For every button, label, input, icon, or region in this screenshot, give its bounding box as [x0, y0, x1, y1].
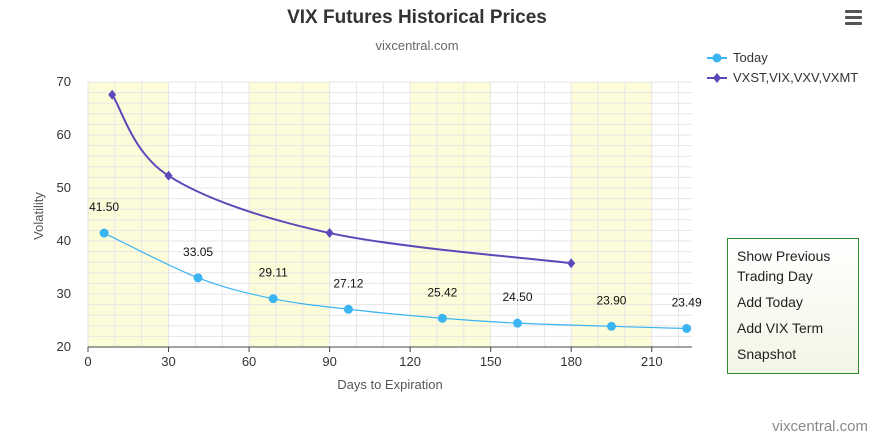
series-point: [164, 170, 173, 181]
data-label: 24.50: [502, 290, 532, 304]
series-point: [513, 318, 523, 328]
data-label: 41.50: [89, 200, 119, 214]
add-today-button[interactable]: Add Today: [737, 294, 803, 310]
menu-icon[interactable]: [838, 4, 868, 30]
data-label: 23.90: [596, 293, 626, 307]
series-point: [437, 313, 447, 323]
add-vix-term-button[interactable]: Add VIX Term: [737, 320, 824, 336]
y-tick-label: 40: [57, 233, 71, 248]
data-labels: 41.50 33.05 29.11 27.12 25.42 24.50 23.90 23.49: [89, 200, 702, 309]
data-label: 27.12: [333, 276, 363, 290]
chart-title: VIX Futures Historical Prices: [287, 7, 547, 28]
snapshot-button[interactable]: Snapshot: [737, 346, 797, 362]
legend-label: Today: [733, 50, 768, 65]
series-point: [567, 258, 576, 269]
menu-bar: [844, 9, 862, 13]
show-previous-line1: Show Previous: [737, 248, 831, 264]
data-label: 23.49: [672, 296, 702, 310]
series-point: [343, 304, 353, 314]
y-tick-label: 20: [57, 339, 71, 354]
y-tick-label: 70: [57, 74, 71, 89]
show-previous-line2: Trading Day: [737, 268, 813, 284]
legend: Today VXST,VIX,VXV,VXMT: [707, 50, 858, 85]
y-tick-label: 30: [57, 286, 71, 301]
series-point: [99, 228, 109, 238]
shaded-band: [571, 82, 652, 347]
data-label: 29.11: [259, 266, 288, 280]
action-panel: Show Previous Trading Day Add Today Add …: [727, 238, 859, 374]
legend-marker: [712, 53, 722, 63]
series-line: [111, 94, 572, 265]
series-point: [268, 294, 278, 304]
x-tick-label: 90: [322, 354, 336, 369]
shaded-band: [88, 82, 169, 347]
shaded-bands: [88, 82, 652, 347]
chart-subtitle: vixcentral.com: [375, 38, 458, 53]
y-tick-label: 60: [57, 127, 71, 142]
x-tick-label: 60: [242, 354, 256, 369]
menu-bar: [844, 21, 862, 25]
legend-marker: [713, 73, 721, 83]
x-axis-title: Days to Expiration: [337, 377, 443, 392]
legend-label: VXST,VIX,VXV,VXMT: [733, 70, 858, 85]
shaded-band: [410, 82, 491, 347]
data-label: 25.42: [427, 285, 457, 299]
series-point: [325, 228, 334, 239]
x-tick-label: 210: [641, 354, 663, 369]
shaded-band: [249, 82, 330, 347]
x-tick-label: 180: [560, 354, 582, 369]
x-tick-label: 120: [399, 354, 421, 369]
axes: 0 30 60 90 120 150 180 210 20 30 40 50 60 70: [57, 74, 692, 369]
series-point: [193, 273, 203, 283]
x-tick-label: 30: [161, 354, 175, 369]
menu-bar: [844, 15, 862, 19]
series-layer: [99, 89, 692, 334]
show-previous-trading-day-button[interactable]: Show Previous Trading Day: [728, 243, 858, 289]
x-tick-label: 0: [84, 354, 91, 369]
x-tick-label: 150: [480, 354, 502, 369]
data-label: 33.05: [183, 245, 213, 259]
series-point: [108, 89, 117, 100]
y-axis-title: Volatility: [31, 192, 46, 240]
series-point: [606, 321, 616, 331]
series-point: [682, 324, 692, 334]
credit-text[interactable]: vixcentral.com: [772, 418, 868, 435]
y-tick-label: 50: [57, 180, 71, 195]
